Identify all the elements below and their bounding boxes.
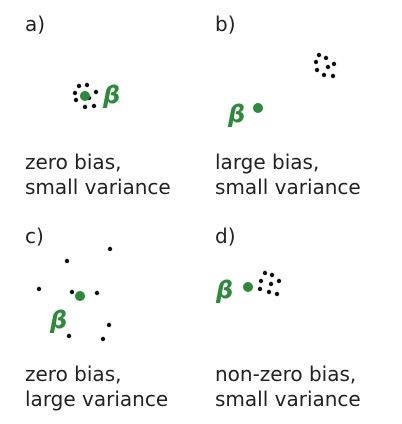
sample-dot xyxy=(262,270,268,276)
sample-dot xyxy=(94,290,100,296)
caption-b-line2: small variance xyxy=(215,175,361,199)
caption-b: large bias, small variance xyxy=(215,150,361,200)
sample-dot xyxy=(313,59,319,65)
beta-symbol-c: β xyxy=(49,306,67,334)
sample-dot xyxy=(72,90,78,96)
caption-a-line2: small variance xyxy=(25,175,171,199)
caption-a-line1: zero bias, xyxy=(25,150,122,174)
sample-dot xyxy=(269,272,275,278)
sample-dot xyxy=(107,246,113,252)
estimate-dot-b xyxy=(253,103,263,113)
sample-dot xyxy=(266,289,272,295)
sample-dot xyxy=(84,82,90,88)
panel-label-a: a) xyxy=(25,12,46,36)
caption-d-line1: non-zero bias, xyxy=(215,362,357,386)
caption-c-line2: large variance xyxy=(25,387,169,411)
panel-a: a) β zero bias, small variance xyxy=(0,0,190,205)
sample-dot xyxy=(331,61,337,67)
panel-label-b: b) xyxy=(215,12,236,36)
sample-dot xyxy=(93,89,99,95)
sample-dot xyxy=(106,322,112,328)
sample-dot xyxy=(73,97,79,103)
caption-c: zero bias, large variance xyxy=(25,362,168,412)
sample-dot xyxy=(257,286,263,292)
caption-d-line2: small variance xyxy=(215,387,361,411)
beta-symbol-b: β xyxy=(227,100,245,128)
sample-dot xyxy=(274,291,280,297)
plot-c: β xyxy=(36,246,113,342)
panel-c: c) β zero bias, large variance xyxy=(0,212,190,417)
sample-dot xyxy=(76,83,82,89)
sample-dot xyxy=(100,336,106,342)
sample-dot xyxy=(276,278,282,284)
sample-cluster-c xyxy=(36,246,113,342)
sample-dot xyxy=(321,72,327,78)
caption-c-line1: zero bias, xyxy=(25,362,122,386)
sample-dot xyxy=(325,64,331,70)
estimate-dot-c xyxy=(75,291,85,301)
sample-dot xyxy=(330,73,336,79)
plot-d: β xyxy=(215,270,282,304)
sample-dot xyxy=(91,103,97,109)
plot-a: β xyxy=(72,81,120,110)
caption-d: non-zero bias, small variance xyxy=(215,362,361,412)
beta-symbol-a: β xyxy=(102,81,120,109)
sample-dot xyxy=(69,289,75,295)
sample-dot xyxy=(36,286,42,292)
panel-d: d) β non-zero bias, small variance xyxy=(190,212,380,417)
sample-dot xyxy=(82,104,88,110)
sample-dot xyxy=(316,52,322,58)
estimate-dot-d xyxy=(243,282,253,292)
panel-b: b) β large bias, small variance xyxy=(190,0,380,205)
caption-a: zero bias, small variance xyxy=(25,150,171,200)
panel-label-c: c) xyxy=(25,224,44,248)
caption-b-line1: large bias, xyxy=(215,150,320,174)
sample-dot xyxy=(268,281,274,287)
sample-cluster-d xyxy=(257,270,282,297)
plot-b: β xyxy=(227,52,337,128)
sample-dot xyxy=(66,333,72,339)
sample-dot xyxy=(64,258,70,264)
sample-dot xyxy=(258,278,264,284)
estimate-dot-a xyxy=(80,91,90,101)
sample-dot xyxy=(323,55,329,61)
sample-dot xyxy=(314,67,320,73)
panel-label-d: d) xyxy=(215,224,236,248)
sample-cluster-b xyxy=(313,52,337,79)
beta-symbol-d: β xyxy=(215,276,233,304)
